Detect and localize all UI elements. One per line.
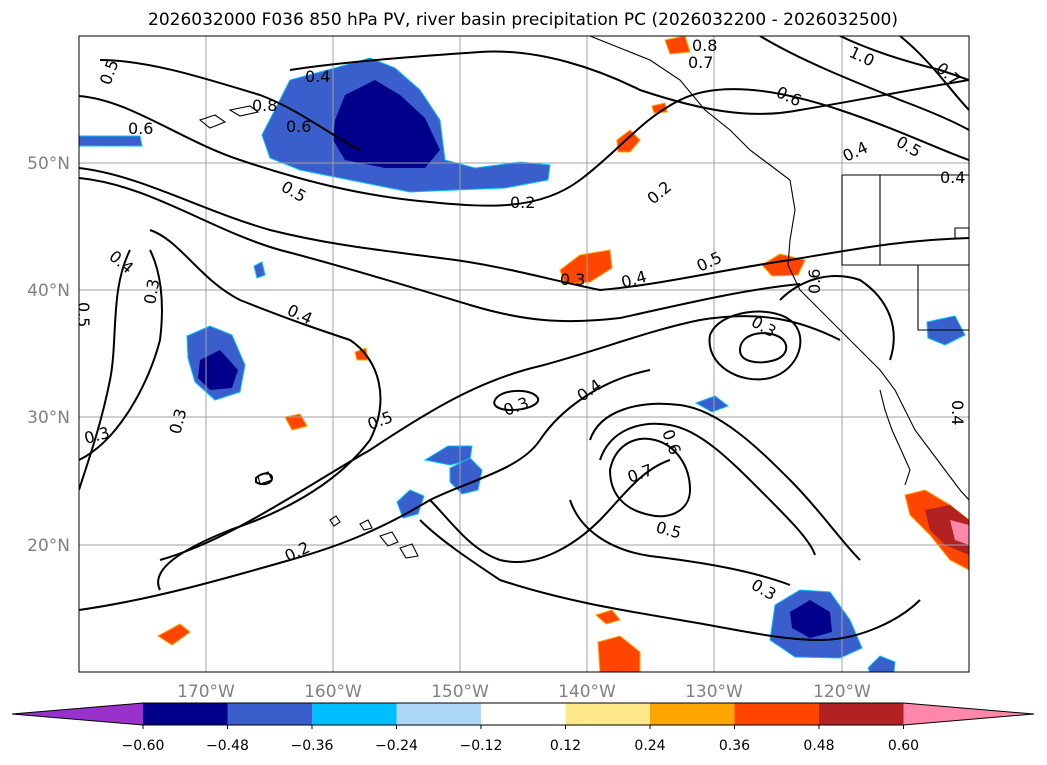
- precip-blob-sw: [157, 623, 191, 646]
- colorbar-segments: [11, 702, 1035, 726]
- colorbar-segment: [481, 703, 566, 725]
- precip-blob-top-small: [664, 36, 691, 55]
- colorbar-ticks: −0.60 −0.48 −0.36 −0.24 −0.12 0.12 0.24 0.36 0.4…: [122, 725, 919, 754]
- precip-core-gulf-alaska: [333, 80, 440, 168]
- precip-peak-mexico: [950, 520, 969, 545]
- contour-label: 0.8: [692, 36, 717, 55]
- precip-blob-orange-central: [559, 249, 613, 285]
- lon-label: 170°W: [177, 682, 235, 702]
- lat-label: 50°N: [27, 154, 70, 174]
- lat-label: 20°N: [27, 536, 70, 556]
- colorbar-tick-label: −0.36: [291, 738, 334, 754]
- lon-label: 140°W: [558, 682, 616, 702]
- precip-core-southeast: [790, 600, 832, 638]
- colorbar-extend-min: [12, 703, 143, 725]
- colorbar-segment: [650, 703, 735, 725]
- lon-label: 130°W: [685, 682, 743, 702]
- colorbar-tick-label: 0.12: [550, 738, 581, 754]
- lat-label: 40°N: [27, 281, 70, 301]
- contour-label: 0.5: [74, 302, 93, 327]
- colorbar-segment: [312, 703, 397, 725]
- colorbar-tick-label: 0.24: [634, 738, 665, 754]
- precip-blob-small-3: [253, 261, 266, 279]
- contour-label: 0.3: [560, 270, 585, 289]
- contour-label: 0.3: [140, 277, 163, 305]
- colorbar-segment: [143, 703, 228, 725]
- lat-label: 30°N: [27, 408, 70, 428]
- colorbar-tick-label: −0.60: [122, 738, 165, 754]
- map-panel: 0.5 0.6 0.4 0.6 0.8 0.7 1.0 0.8 0.7 0.6 …: [74, 36, 969, 672]
- colorbar-tick-label: −0.48: [206, 738, 249, 754]
- lon-label: 120°W: [813, 682, 871, 702]
- contour-label: 0.7: [688, 53, 713, 72]
- colorbar-segment: [396, 703, 482, 725]
- precip-core-central-north: [198, 350, 238, 390]
- precip-blob-north-small: [616, 129, 641, 153]
- contour-label: 0.4: [948, 400, 967, 425]
- precip-blob-small-1: [694, 395, 730, 413]
- colorbar-tick-label: 0.48: [803, 738, 834, 754]
- lon-label: 150°W: [431, 682, 489, 702]
- contour-label: 0.2: [510, 193, 535, 212]
- colorbar-tick-label: −0.12: [460, 738, 503, 754]
- colorbar-tick-label: −0.24: [375, 738, 418, 754]
- graticule: [79, 36, 969, 672]
- precip-blob-west-small: [284, 413, 308, 431]
- precip-blob-small-2: [867, 655, 896, 672]
- precip-core-mexico: [925, 505, 969, 555]
- colorbar-tick-label: 0.36: [719, 738, 750, 754]
- colorbar-segment: [227, 703, 313, 725]
- precip-blob-west: [79, 135, 143, 147]
- contour-label: 0.6: [286, 117, 311, 136]
- lat-axis-labels: 50°N 40°N 30°N 20°N: [27, 154, 70, 556]
- contour-label: 0.4: [305, 67, 330, 86]
- colorbar-tick-label: 0.60: [888, 738, 919, 754]
- colorbar-extend-max: [903, 703, 1034, 725]
- precip-blob-south: [597, 635, 641, 672]
- colorbar-segment: [565, 703, 651, 725]
- pv-contours: [79, 36, 969, 642]
- colorbar-segment: [734, 703, 820, 725]
- lon-axis-labels: 170°W 160°W 150°W 140°W 130°W 120°W: [177, 682, 871, 702]
- precip-blob-south-small: [595, 609, 621, 625]
- map-frame: [78, 35, 970, 673]
- contour-label: 0.6: [805, 269, 824, 294]
- figure-title: 2026032000 F036 850 hPa PV, river basin …: [148, 10, 898, 30]
- colorbar: −0.60 −0.48 −0.36 −0.24 −0.12 0.12 0.24 0.36 0.4…: [11, 702, 1035, 754]
- contour-label: 0.8: [252, 96, 277, 115]
- colorbar-segment: [819, 703, 904, 725]
- precip-blob-hawaii-east: [449, 457, 483, 495]
- lon-label: 160°W: [304, 682, 362, 702]
- contour-label: 0.4: [940, 168, 965, 187]
- contour-label: 0.6: [128, 119, 153, 138]
- contour-labels: 0.5 0.6 0.4 0.6 0.8 0.7 1.0 0.8 0.7 0.6 …: [74, 36, 967, 604]
